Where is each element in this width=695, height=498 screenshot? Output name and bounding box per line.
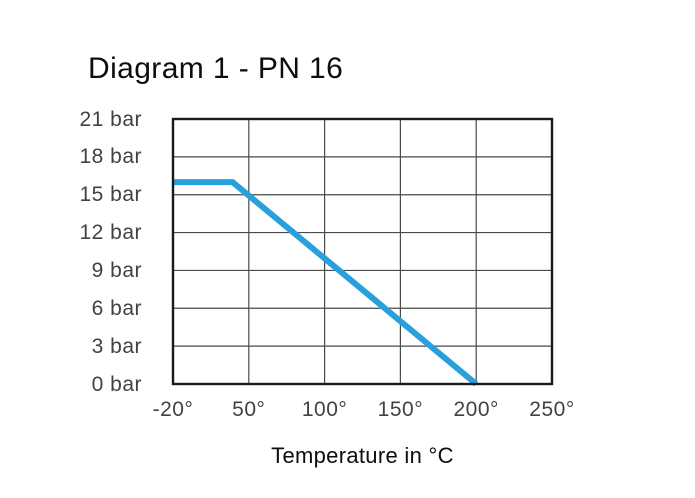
y-tick-label: 9 bar: [91, 258, 142, 282]
x-tick-label: 100°: [301, 398, 348, 421]
x-tick-label: -20°: [152, 398, 194, 421]
y-tick-label: 0 bar: [91, 372, 142, 396]
plot-border: [171, 117, 554, 386]
y-tick-label: 15 bar: [79, 183, 142, 207]
y-tick-label: 12 bar: [79, 221, 142, 245]
series-line-max-pressure-vs-temperature: [173, 179, 479, 387]
x-tick-label: 250°: [529, 398, 575, 421]
x-tick-label: 150°: [377, 398, 424, 421]
y-tick-label: 3 bar: [91, 334, 142, 358]
x-tick-label: 50°: [232, 398, 266, 421]
y-tick-label: 6 bar: [91, 296, 142, 320]
x-axis-title: Temperature in °C: [271, 443, 454, 468]
x-tick-label: 200°: [453, 398, 499, 421]
y-tick-label: 18 bar: [79, 145, 142, 169]
chart-title: Diagram 1 - PN 16: [88, 52, 344, 85]
y-tick-label: 21 bar: [79, 107, 142, 131]
